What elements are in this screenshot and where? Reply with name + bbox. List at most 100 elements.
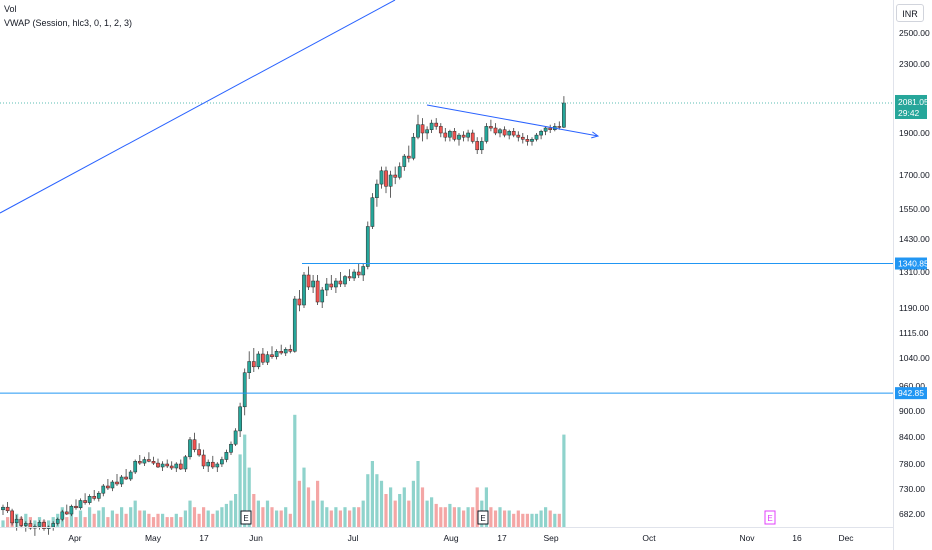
volume-bar [389,487,393,527]
candle-body [206,461,211,467]
volume-bar [288,513,292,527]
volume-bar [179,517,183,527]
volume-bar [306,487,311,527]
volume-bar [370,461,374,527]
x-tick-label: 16 [792,533,802,543]
volume-bar [489,507,493,527]
candle-body [548,127,553,130]
candle-body [74,505,78,509]
candle-body [279,351,284,354]
volume-bar [1,520,5,527]
x-tick-label: Dec [838,533,854,543]
volume-bar [138,510,142,527]
x-tick-label: Jun [249,533,263,543]
candle-body [78,500,83,509]
volume-bar [265,500,270,527]
candle-body [297,298,302,306]
earnings-mark [240,510,252,525]
candle-body [119,476,124,485]
y-tick-label: 1700.00 [899,170,930,180]
candle-body [251,361,256,368]
volume-bar [357,507,361,527]
volume-bar [521,513,525,527]
y-tick-label: 1430.00 [899,234,930,244]
candle-body [334,280,338,288]
vwap-indicator-label[interactable]: VWAP (Session, hlc3, 0, 1, 2, 3) [4,18,133,28]
candle-body [406,155,411,159]
volume-bar [256,500,260,527]
volume-bar [325,507,329,527]
volume-bar [338,510,342,527]
volume-bar [407,500,411,527]
candle-body [156,462,160,468]
candle-body [479,141,484,151]
volume-bar [548,510,552,527]
currency-button[interactable]: INR [896,4,924,22]
candle-body [324,283,329,291]
x-tick-label: 17 [497,533,507,543]
candle-body [69,505,74,515]
candle-body [165,463,170,467]
volume-bar [402,487,406,527]
candle-body [466,132,470,138]
volume-bar [384,494,388,527]
volume-bar [170,517,174,527]
candle-body [128,471,133,480]
candle-body [261,353,265,363]
candle-body [384,170,388,187]
countdown-label: 29:42 [898,108,920,118]
candle-body [365,226,370,267]
y-tick-label: 780.00 [899,459,925,469]
volume-bar [293,414,297,527]
candle-body [28,523,33,529]
volume-bar [110,510,114,527]
volume-bar [192,507,197,527]
candle-body [498,129,502,134]
volume-bar [297,480,301,527]
candle-body [315,280,320,303]
volume-bar [47,520,51,527]
earnings-mark [477,510,489,525]
volume-bar [124,513,128,527]
candle-body [229,443,233,453]
candle-body [375,183,379,198]
candle-body [51,523,56,528]
vol-indicator-label[interactable]: Vol [4,4,17,14]
volume-bar [211,513,215,527]
volume-bar [420,487,425,527]
volume-bar [352,507,356,527]
candle-body [160,463,165,468]
volume-bar [457,507,461,527]
candle-body [530,139,534,142]
volume-bar [334,507,338,527]
trendline-arrowhead [591,131,600,139]
candle-body [115,481,119,485]
candle-body [238,406,242,432]
candle-body [174,463,179,469]
candle-body [434,122,439,127]
candle-body [242,372,247,408]
volume-bar [462,510,466,527]
candle-body [443,132,448,138]
volume-bar [197,513,201,527]
candle-body [397,166,402,178]
candle-body [256,353,261,368]
candle-body [137,461,142,464]
x-tick-label: Nov [739,533,755,543]
volume-bar [553,513,557,527]
volume-bar [129,507,133,527]
volume-bar [275,510,279,527]
candle-body [124,476,128,480]
volume-bar [183,510,187,527]
volume-bar [69,507,73,527]
candle-body [210,461,215,468]
y-tick-label: 682.00 [899,509,925,519]
volume-bar [238,454,242,527]
candle-body [151,461,156,464]
level-price-tag-label: 942.85 [898,388,924,398]
candle-body [356,271,361,276]
volume-bar [261,507,265,527]
candle-body [288,349,293,352]
